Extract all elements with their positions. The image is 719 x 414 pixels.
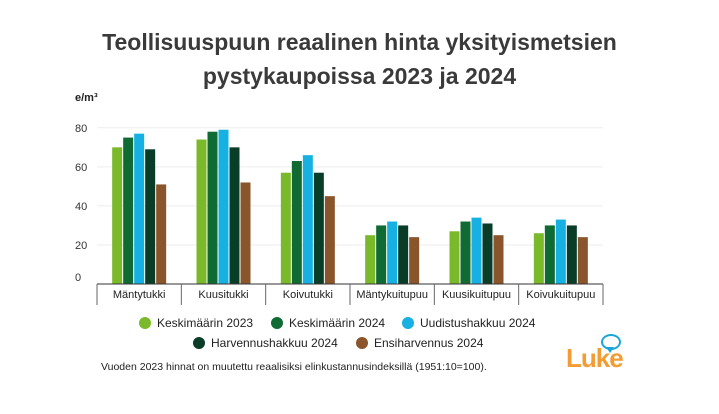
bar [482,223,493,284]
bar [196,139,207,284]
legend-label: Ensiharvennus 2024 [374,336,484,350]
bar [313,172,324,284]
bar [302,155,313,284]
chart-title-line-1: Teollisuuspuun reaalinen hinta yksityism… [102,29,617,55]
legend-swatch [271,317,283,329]
bar [398,225,409,284]
bar [493,235,504,284]
bar [544,225,555,284]
chart-footnote: Vuoden 2023 hinnat on muutettu reaalisik… [101,361,487,373]
y-axis-label: e/m³ [75,92,98,104]
y-tick-label: 40 [75,201,87,213]
y-tick-label: 20 [75,240,87,252]
bar [145,149,156,284]
bar [123,137,134,284]
bar [533,233,544,284]
x-tick-label: Mäntykuitupuu [356,289,428,301]
bar [471,217,482,284]
legend-swatch [193,337,205,349]
legend-swatch [402,317,414,329]
bar [449,231,460,284]
bar [280,172,291,284]
y-tick-label: 80 [75,123,87,135]
legend-label: Harvennushakkuu 2024 [211,336,338,350]
legend-item-ensiharvennus-2024: Ensiharvennus 2024 [356,336,483,350]
bar [409,237,420,284]
legend-item-keskimaarin-2024: Keskimäärin 2024 [271,316,385,330]
bar [134,133,145,284]
bar [365,235,376,284]
bar [156,184,167,284]
bar [376,225,387,284]
x-tick-label: Koivukuitupuu [526,289,595,301]
legend-swatch [356,337,368,349]
legend-swatch [139,317,151,329]
chart-title-line-2: pystykaupoissa 2023 ja 2024 [202,63,517,89]
bar [577,237,588,284]
bar [324,196,335,284]
bar [555,219,566,284]
speech-bubble-tail [606,347,614,353]
y-tick-label: 0 [75,272,81,284]
bar [240,182,251,284]
legend-item-harvennushakkuu-2024: Harvennushakkuu 2024 [193,336,338,350]
x-tick-label: Mäntytukki [113,289,166,301]
legend-label: Keskimäärin 2023 [157,316,254,330]
x-tick-label: Koivutukki [283,289,333,301]
bar [229,147,240,284]
legend-item-keskimaarin-2023: Keskimäärin 2023 [139,316,253,330]
legend-label: Uudistushakkuu 2024 [420,316,536,330]
legend-label: Keskimäärin 2024 [289,316,386,330]
bar [460,221,471,284]
bar [207,131,218,284]
bar [112,147,123,284]
bar [566,225,577,284]
x-tick-label: Kuusikuitupuu [442,289,511,301]
bar [291,161,302,284]
bar [218,129,229,284]
x-tick-label: Kuusitukki [198,289,248,301]
y-tick-label: 60 [75,162,87,174]
legend-item-uudistushakkuu-2024: Uudistushakkuu 2024 [402,316,535,330]
luke-logo: Luke [566,334,630,374]
bar [387,221,398,284]
